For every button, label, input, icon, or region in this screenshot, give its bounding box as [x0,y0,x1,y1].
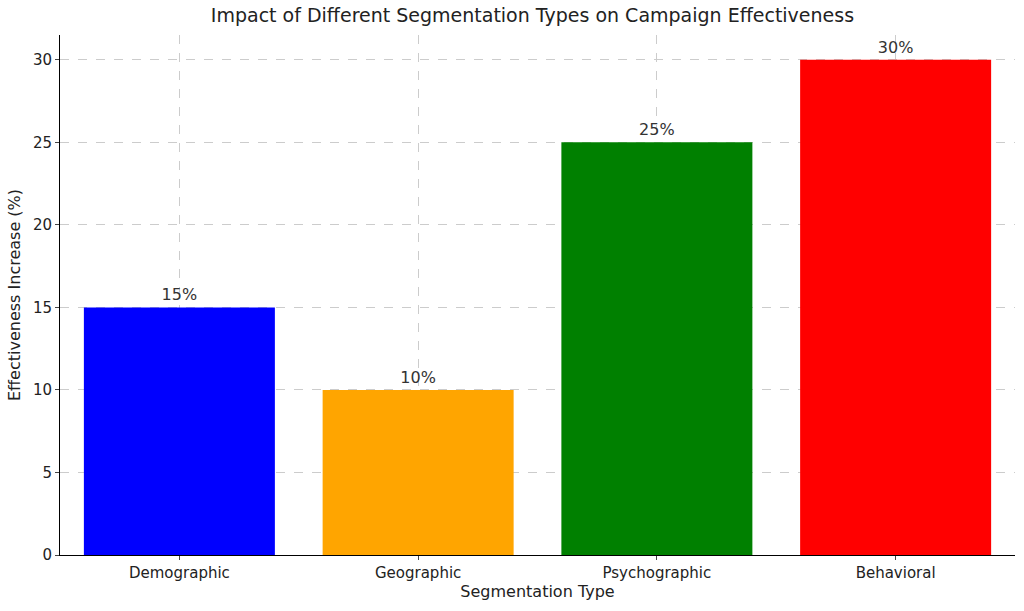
svg-text:10: 10 [33,381,52,399]
svg-text:30: 30 [33,51,52,69]
svg-text:15: 15 [33,299,52,317]
svg-text:Demographic: Demographic [129,564,230,582]
svg-text:20: 20 [33,216,52,234]
svg-text:15%: 15% [162,285,198,304]
svg-text:25: 25 [33,134,52,152]
svg-text:Segmentation Type: Segmentation Type [460,582,614,601]
svg-text:25%: 25% [639,120,675,139]
svg-text:10%: 10% [400,368,436,387]
svg-text:0: 0 [42,546,52,564]
svg-text:Geographic: Geographic [375,564,461,582]
svg-text:Psychographic: Psychographic [603,564,712,582]
svg-text:Behavioral: Behavioral [856,564,936,582]
svg-text:Effectiveness Increase (%): Effectiveness Increase (%) [5,189,24,401]
svg-text:Impact of Different Segmentati: Impact of Different Segmentation Types o… [211,4,854,26]
svg-text:30%: 30% [878,38,914,57]
svg-text:5: 5 [42,464,52,482]
